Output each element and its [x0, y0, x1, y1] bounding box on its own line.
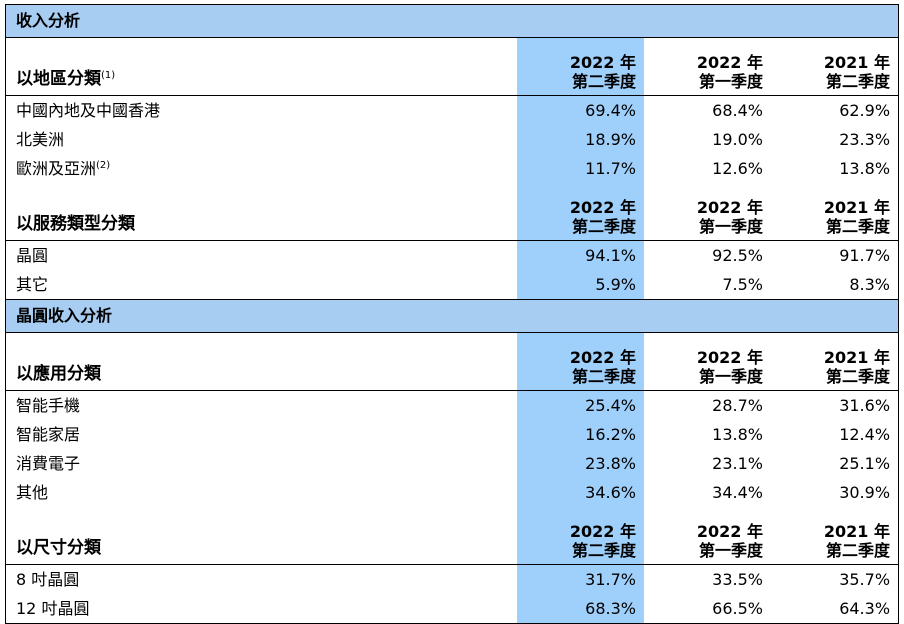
group-label-size: 以尺寸分類 — [6, 507, 517, 565]
header-row-region: 以地區分類(1) 2022 年第二季度 2022 年第一季度 2021 年第二季… — [6, 37, 899, 96]
row-label: 晶圓 — [16, 245, 49, 265]
cell-value: 64.3% — [839, 598, 891, 618]
cell-value: 33.5% — [712, 569, 763, 589]
group-label-service: 以服務類型分類 — [6, 183, 517, 241]
cell-value: 5.9% — [517, 270, 644, 300]
cell-value: 34.6% — [517, 478, 644, 507]
revenue-analysis-table-wrapper: 收入分析 以地區分類(1) 2022 年第二季度 2022 年第一季度 2021… — [5, 4, 899, 624]
column-header: 2022 年第一季度 — [644, 183, 771, 241]
header-row-size: 以尺寸分類 2022 年第二季度 2022 年第一季度 2021 年第二季度 — [6, 507, 899, 565]
section-header-wafer: 晶圓收入分析 — [6, 299, 899, 333]
cell-value: 23.1% — [712, 453, 763, 473]
column-header: 2022 年第二季度 — [517, 37, 644, 96]
cell-value: 28.7% — [712, 395, 763, 415]
column-header: 2021 年第二季度 — [771, 37, 899, 96]
cell-value: 31.7% — [517, 564, 644, 594]
row-label: 其它 — [16, 274, 49, 294]
footnote-marker: (1) — [101, 70, 116, 81]
row-label: 12 吋晶圓 — [16, 598, 90, 618]
section-title: 晶圓收入分析 — [6, 299, 899, 333]
cell-value: 7.5% — [722, 274, 763, 294]
cell-value: 30.9% — [839, 482, 891, 502]
cell-value: 25.4% — [517, 390, 644, 420]
header-row-application: 以應用分類 2022 年第二季度 2022 年第一季度 2021 年第二季度 — [6, 332, 899, 391]
table-row: 其他 34.6% 34.4% 30.9% — [6, 478, 898, 507]
column-header: 2021 年第二季度 — [771, 507, 899, 565]
table-row: 12 吋晶圓 68.3% 66.5% 64.3% — [6, 594, 898, 623]
cell-value: 25.1% — [839, 453, 891, 473]
table-row: 智能家居 16.2% 13.8% 12.4% — [6, 420, 898, 449]
cell-value: 23.3% — [839, 129, 891, 149]
cell-value: 19.0% — [712, 129, 763, 149]
cell-value: 62.9% — [839, 100, 891, 120]
column-header: 2021 年第二季度 — [771, 183, 899, 241]
cell-value: 16.2% — [517, 420, 644, 449]
column-header: 2022 年第一季度 — [644, 332, 771, 391]
column-header: 2022 年第一季度 — [644, 37, 771, 96]
column-header: 2022 年第一季度 — [644, 507, 771, 565]
cell-value: 31.6% — [839, 395, 891, 415]
column-header: 2022 年第二季度 — [517, 332, 644, 391]
cell-value: 8.3% — [849, 274, 891, 294]
row-label: 智能手機 — [16, 395, 81, 415]
cell-value: 13.8% — [839, 158, 891, 178]
cell-value: 34.4% — [712, 482, 763, 502]
cell-value: 23.8% — [517, 449, 644, 478]
table-row: 北美洲 18.9% 19.0% 23.3% — [6, 125, 898, 154]
cell-value: 11.7% — [517, 154, 644, 183]
cell-value: 35.7% — [839, 569, 891, 589]
cell-value: 12.4% — [839, 424, 891, 444]
footnote-marker: (2) — [96, 159, 111, 171]
row-label: 智能家居 — [16, 424, 81, 444]
cell-value: 18.9% — [517, 125, 644, 154]
table-row: 智能手機 25.4% 28.7% 31.6% — [6, 390, 898, 420]
row-label: 歐洲及亞洲(2) — [16, 158, 111, 178]
cell-value: 92.5% — [712, 245, 763, 265]
row-label: 北美洲 — [16, 129, 65, 149]
row-label: 消費電子 — [16, 453, 81, 473]
group-label-region: 以地區分類(1) — [6, 37, 517, 96]
cell-value: 69.4% — [517, 95, 644, 125]
revenue-analysis-table: 收入分析 以地區分類(1) 2022 年第二季度 2022 年第一季度 2021… — [6, 4, 899, 623]
cell-value: 68.3% — [517, 594, 644, 623]
table-row: 其它 5.9% 7.5% 8.3% — [6, 270, 898, 300]
table-row: 晶圓 94.1% 92.5% 91.7% — [6, 240, 898, 270]
cell-value: 68.4% — [712, 100, 763, 120]
header-row-service: 以服務類型分類 2022 年第二季度 2022 年第一季度 2021 年第二季度 — [6, 183, 899, 241]
cell-value: 12.6% — [712, 158, 763, 178]
row-label: 其他 — [16, 482, 49, 502]
cell-value: 94.1% — [517, 240, 644, 270]
group-label-application: 以應用分類 — [6, 332, 517, 391]
row-label: 中國內地及中國香港 — [16, 100, 161, 120]
cell-value: 66.5% — [712, 598, 763, 618]
column-header: 2022 年第二季度 — [517, 183, 644, 241]
column-header: 2021 年第二季度 — [771, 332, 899, 391]
column-header: 2022 年第二季度 — [517, 507, 644, 565]
table-row: 中國內地及中國香港 69.4% 68.4% 62.9% — [6, 95, 898, 125]
section-title: 收入分析 — [6, 4, 899, 38]
cell-value: 13.8% — [712, 424, 763, 444]
table-row: 8 吋晶圓 31.7% 33.5% 35.7% — [6, 564, 898, 594]
row-label: 8 吋晶圓 — [16, 569, 80, 589]
cell-value: 91.7% — [839, 245, 891, 265]
table-row: 消費電子 23.8% 23.1% 25.1% — [6, 449, 898, 478]
section-header-revenue: 收入分析 — [6, 4, 899, 38]
table-row: 歐洲及亞洲(2) 11.7% 12.6% 13.8% — [6, 154, 898, 183]
